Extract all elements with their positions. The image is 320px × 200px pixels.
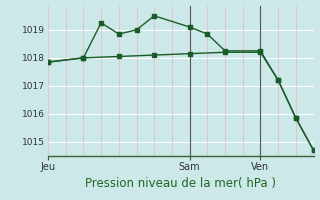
X-axis label: Pression niveau de la mer( hPa ): Pression niveau de la mer( hPa ) [85, 177, 276, 190]
